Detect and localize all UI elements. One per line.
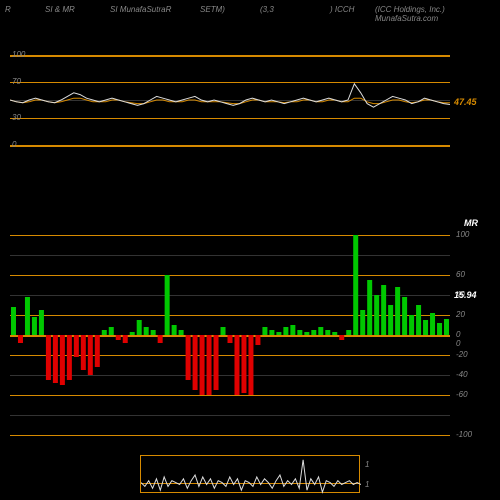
axis-label: -100 bbox=[456, 430, 472, 439]
header-item: R bbox=[5, 5, 11, 14]
header-item: ) ICCH bbox=[330, 5, 354, 14]
grid-line bbox=[10, 435, 450, 436]
axis-label: 1 bbox=[365, 480, 369, 489]
axis-label: -60 bbox=[456, 390, 468, 399]
header-item: (ICC Holdings, Inc.) MunafaSutra.com bbox=[375, 5, 500, 23]
axis-label: 0 0 bbox=[456, 330, 460, 348]
header-item: SI & MR bbox=[45, 5, 75, 14]
axis-label: -40 bbox=[456, 370, 468, 379]
header-item: SETM) bbox=[200, 5, 225, 14]
grid-line bbox=[10, 145, 450, 147]
axis-label: 1 bbox=[365, 460, 369, 469]
header-item: (3,3 bbox=[260, 5, 274, 14]
header-bar: RSI & MRSI MunafaSutraRSETM)(3,3) ICCH(I… bbox=[0, 5, 500, 19]
mr-bar-chart: 1006040200 0-20-40-60-10015.94 bbox=[10, 235, 450, 435]
axis-label: -20 bbox=[456, 350, 468, 359]
mini-chart: 11 bbox=[140, 455, 360, 493]
mr-current-value: 15.94 bbox=[454, 290, 477, 300]
mr-title: MR bbox=[464, 218, 478, 228]
si-oscillator-chart: 1007030047.45 bbox=[10, 55, 450, 145]
axis-label: 20 bbox=[456, 310, 465, 319]
axis-label: 60 bbox=[456, 270, 465, 279]
si-current-value: 47.45 bbox=[454, 97, 477, 107]
header-item: SI MunafaSutraR bbox=[110, 5, 171, 14]
axis-label: 100 bbox=[456, 230, 469, 239]
